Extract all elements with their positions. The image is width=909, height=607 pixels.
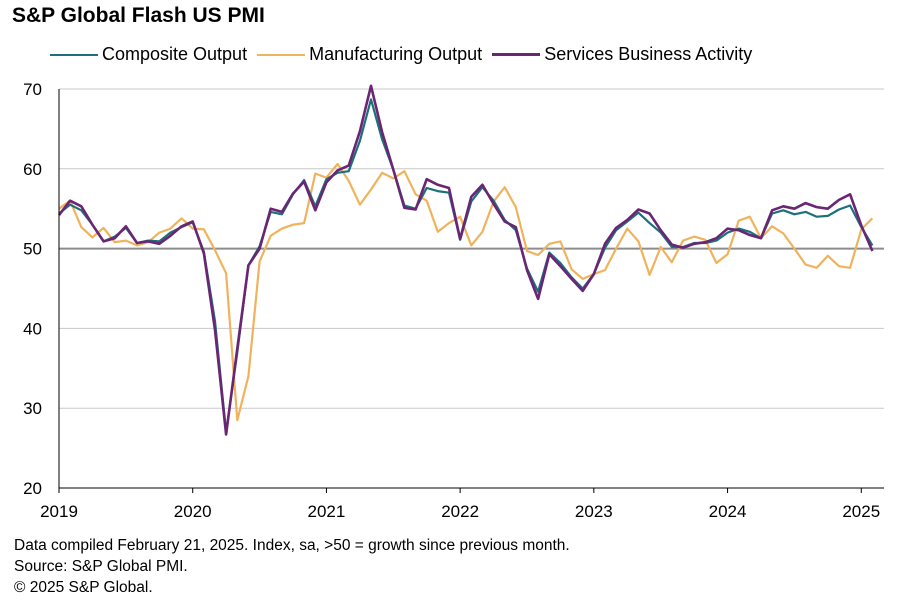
- y-tick-label: 50: [23, 240, 42, 259]
- series-line-composite-output: [58, 98, 874, 434]
- series-line-services-business-activity: [57, 84, 874, 436]
- legend-swatch-composite: [50, 53, 98, 56]
- x-tick-label: 2019: [40, 502, 78, 521]
- x-tick-label: 2025: [842, 502, 880, 521]
- legend-swatch-services: [492, 53, 541, 56]
- axes: 20 30 40 50 60 70 2019 2020 2021 2022 2023 2024 2025: [23, 80, 884, 521]
- source-note: Source: S&P Global PMI.: [14, 558, 188, 575]
- copyright-note: © 2025 S&P Global.: [14, 579, 153, 596]
- x-tick-label: 2023: [575, 502, 613, 521]
- legend-label-services: Services Business Activity: [544, 44, 753, 64]
- x-tick-label: 2021: [308, 502, 346, 521]
- x-tick-label: 2020: [174, 502, 212, 521]
- chart-title: S&P Global Flash US PMI: [12, 4, 265, 27]
- legend-label-manufacturing: Manufacturing Output: [309, 44, 483, 64]
- chart-legend: Composite Output Manufacturing Output Se…: [50, 44, 762, 65]
- y-tick-label: 40: [23, 319, 42, 338]
- y-tick-label: 70: [23, 80, 42, 99]
- x-tick-label: 2022: [441, 502, 479, 521]
- data-compiled-note: Data compiled February 21, 2025. Index, …: [14, 537, 570, 554]
- grid-lines: [59, 88, 884, 409]
- series-lines: [57, 84, 874, 436]
- x-tick-label: 2024: [709, 502, 747, 521]
- legend-swatch-manufacturing: [257, 53, 306, 56]
- legend-item-services: Services Business Activity: [492, 44, 752, 65]
- legend-item-manufacturing: Manufacturing Output: [257, 44, 482, 65]
- series-line-manufacturing-output: [58, 162, 874, 422]
- y-tick-label: 20: [23, 479, 42, 498]
- y-tick-label: 30: [23, 399, 42, 418]
- chart-notes: Data compiled February 21, 2025. Index, …: [14, 535, 570, 598]
- legend-item-composite: Composite Output: [50, 44, 247, 65]
- y-tick-label: 60: [23, 160, 42, 179]
- legend-label-composite: Composite Output: [102, 44, 248, 64]
